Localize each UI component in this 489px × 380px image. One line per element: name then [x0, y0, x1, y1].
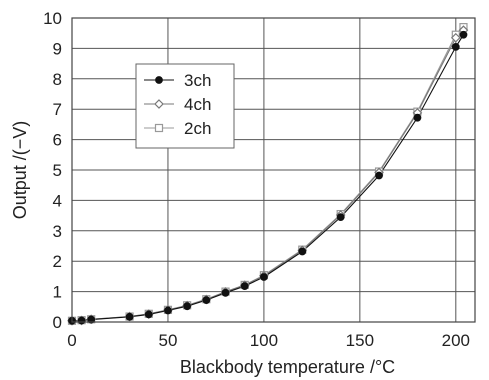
data-point-3ch: [413, 113, 422, 122]
data-point-3ch: [459, 30, 468, 39]
data-point-3ch: [77, 316, 86, 325]
y-tick-label: 10: [43, 9, 62, 28]
legend: 3ch 4ch 2ch: [135, 63, 235, 149]
y-tick-label: 3: [53, 222, 62, 241]
legend-box: [135, 63, 235, 149]
series-markers: [67, 23, 469, 326]
y-tick-label: 8: [53, 70, 62, 89]
data-point-3ch: [240, 282, 249, 291]
legend-label-2ch: 2ch: [184, 119, 211, 138]
y-tick-label: 6: [53, 131, 62, 150]
y-tick-labels: 0 1 2 3 4 5 6 7 8 9 10: [43, 9, 62, 332]
data-point-3ch: [202, 296, 211, 305]
data-point-3ch: [164, 306, 172, 315]
data-point-3ch: [144, 310, 153, 319]
y-tick-label: 5: [53, 161, 62, 180]
data-point-3ch: [260, 273, 268, 281]
legend-label-4ch: 4ch: [184, 95, 211, 114]
x-tick-label: 150: [346, 331, 374, 350]
legend-marker-4ch: [154, 99, 164, 109]
data-point-3ch: [183, 302, 192, 311]
data-point-3ch: [87, 315, 96, 324]
plot-frame: [71, 17, 476, 323]
x-tick-label: 100: [250, 331, 278, 350]
x-tick-label: 200: [442, 331, 470, 350]
y-tick-label: 0: [53, 313, 62, 332]
legend-label-3ch: 3ch: [184, 71, 211, 90]
data-point-3ch: [375, 171, 383, 180]
data-point-3ch: [221, 288, 230, 297]
x-tick-label: 0: [67, 331, 76, 350]
data-point-3ch: [125, 312, 134, 321]
legend-marker-3ch: [155, 76, 163, 84]
y-tick-label: 4: [53, 191, 62, 210]
data-point-3ch: [298, 247, 307, 256]
y-tick-label: 2: [53, 252, 62, 271]
y-tick-label: 7: [53, 100, 62, 119]
data-point-3ch: [451, 42, 460, 51]
y-tick-label: 1: [53, 283, 62, 302]
legend-marker-2ch: [154, 123, 164, 133]
x-tick-labels: 0 50 100 150 200: [67, 331, 470, 350]
x-axis-label: Blackbody temperature /°C: [180, 357, 395, 377]
data-point-4ch: [450, 32, 461, 43]
x-tick-label: 50: [158, 331, 177, 350]
y-tick-label: 9: [53, 39, 62, 58]
y-axis-label: Output /(−V): [10, 121, 30, 220]
grid-lines: [71, 17, 475, 323]
data-point-3ch: [336, 213, 345, 222]
